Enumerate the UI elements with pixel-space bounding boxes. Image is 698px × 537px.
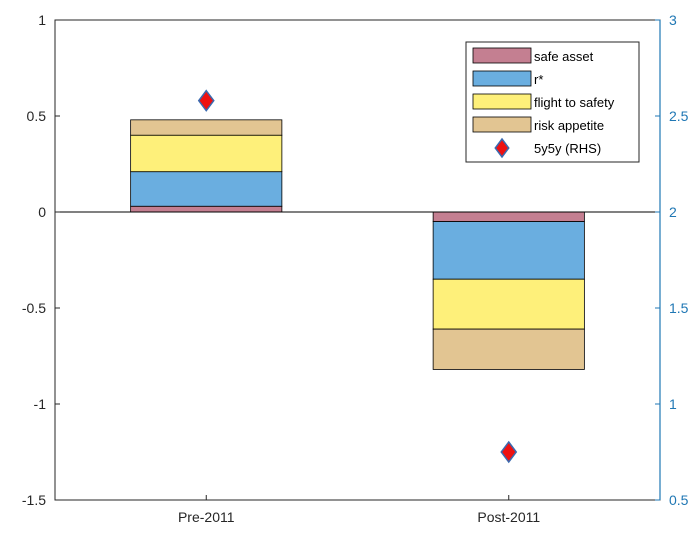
legend-label: 5y5y (RHS): [534, 141, 601, 156]
right-tick-label: 2.5: [669, 108, 689, 124]
left-tick-label: -1: [34, 396, 47, 412]
bar-segment-1-4: [130, 119, 283, 136]
legend-label: r*: [534, 72, 543, 87]
legend-swatch: [472, 70, 532, 87]
legend-swatch: [472, 47, 532, 64]
legend-swatch: [472, 116, 532, 133]
right-tick-label: 1.5: [669, 300, 689, 316]
marker-1: [197, 89, 215, 112]
left-tick-label: -1.5: [22, 492, 46, 508]
left-axis: 1 0.5 0 -0.5 -1 -1.5: [22, 12, 60, 508]
left-tick-label: 0: [38, 204, 46, 220]
bar-segment-2-1: [432, 211, 585, 223]
bar-segment-2-2: [432, 221, 585, 280]
right-tick-label: 0.5: [669, 492, 689, 508]
right-tick-label: 1: [669, 396, 677, 412]
markers-group: [197, 89, 518, 464]
legend-marker: [494, 137, 510, 159]
legend-swatch: [472, 93, 532, 110]
left-tick-label: 0.5: [27, 108, 47, 124]
bar-segment-2-3: [432, 278, 585, 330]
legend: safe asset r* flight to safety risk appetit…: [465, 41, 640, 163]
legend-label: flight to safety: [534, 95, 615, 110]
bar-segment-1-3: [130, 134, 283, 173]
legend-label: safe asset: [534, 49, 594, 64]
right-axis: 3 2.5 2 1.5 1 0.5: [655, 12, 689, 508]
bar-segment-2-4: [432, 328, 585, 370]
bar-segment-1-1: [130, 205, 283, 213]
x-tick-label: Post-2011: [477, 509, 540, 525]
legend-label: risk appetite: [534, 118, 604, 133]
left-tick-label: -0.5: [22, 300, 46, 316]
bars-group: [130, 119, 585, 370]
bar-segment-1-2: [130, 171, 283, 207]
right-tick-label: 3: [669, 12, 677, 28]
x-axis: Pre-2011 Post-2011: [178, 495, 540, 525]
marker-2: [500, 440, 518, 464]
left-tick-label: 1: [38, 12, 46, 28]
x-tick-label: Pre-2011: [178, 509, 235, 525]
right-tick-label: 2: [669, 204, 677, 220]
